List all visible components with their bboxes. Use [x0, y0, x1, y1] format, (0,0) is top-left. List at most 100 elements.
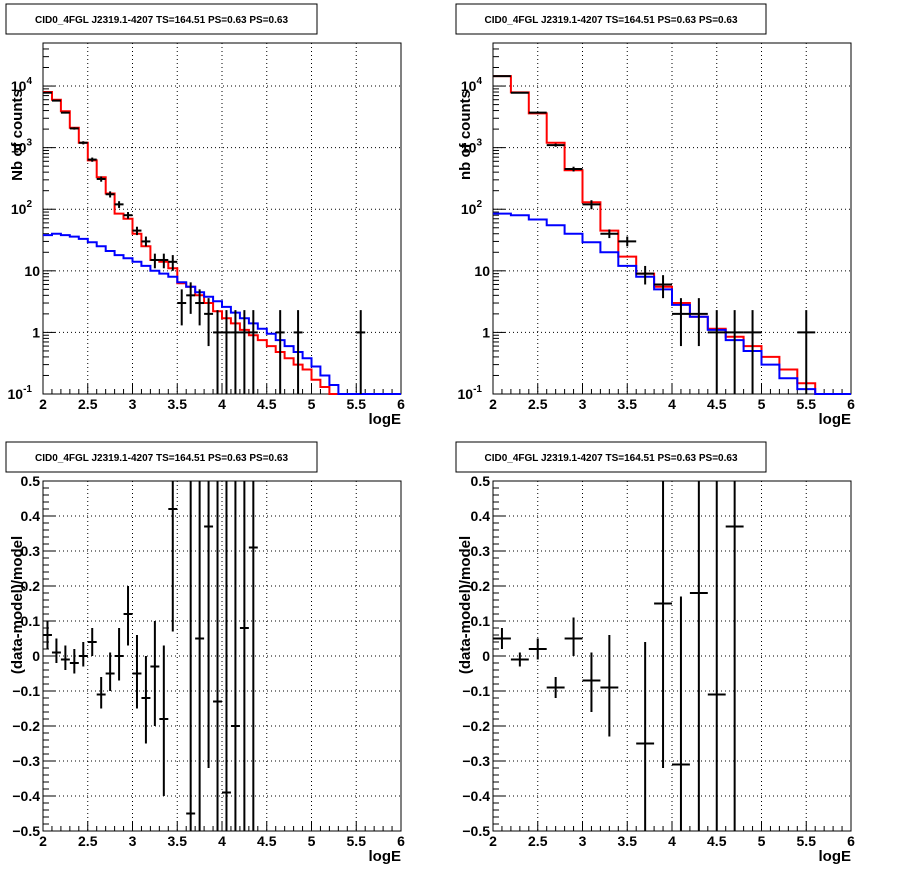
data-point — [356, 310, 366, 394]
y-tick-label: −0.5 — [12, 823, 40, 839]
data-point — [222, 481, 231, 831]
data-point — [159, 253, 169, 269]
series-blue-histogram — [43, 232, 401, 395]
data-point — [493, 75, 511, 78]
y-axis-label: (data-model)/model — [457, 536, 474, 674]
data-point — [636, 265, 655, 285]
y-tick-label: 10-1 — [8, 384, 33, 402]
y-tick-label: 0.4 — [21, 508, 41, 524]
x-tick-label: 3.5 — [168, 833, 188, 849]
x-tick-label: 4 — [668, 833, 676, 849]
data-point — [797, 310, 816, 394]
data-point — [60, 645, 70, 670]
y-tick-label: 0.5 — [21, 473, 41, 489]
x-tick-label: 5 — [308, 833, 316, 849]
grid-lines — [493, 481, 851, 831]
x-tick-label: 2 — [39, 396, 47, 412]
data-point — [51, 638, 61, 663]
data-point — [159, 645, 169, 796]
y-tick-label: 0.4 — [471, 508, 491, 524]
x-tick-label: 4.5 — [257, 833, 277, 849]
y-tick-label: 104 — [461, 76, 483, 94]
y-tick-label: −0.4 — [12, 788, 40, 804]
data-point — [528, 638, 547, 660]
y-tick-base: 10 — [11, 78, 27, 94]
data-point — [168, 255, 178, 271]
data-point — [69, 127, 79, 130]
x-tick-label: 3 — [129, 833, 137, 849]
y-tick-exponent: 3 — [26, 138, 32, 149]
x-tick-label: 3 — [579, 833, 587, 849]
data-point — [43, 621, 52, 649]
x-axis-label: logE — [369, 848, 402, 865]
data-point — [582, 200, 601, 210]
x-axis-label: logE — [819, 848, 852, 865]
x-tick-label: 3 — [579, 396, 587, 412]
data-point — [654, 481, 672, 768]
chart-panel-3: CID0_4FGL J2319.1-4207 TS=164.51 PS=0.63… — [5, 441, 405, 865]
y-axis-label: Nb of counts — [9, 89, 26, 181]
data-points — [493, 75, 816, 394]
x-tick-label: 5.5 — [347, 396, 367, 412]
y-tick-label: 0.1 — [21, 613, 41, 629]
y-tick-label: −0.1 — [12, 683, 40, 699]
data-point — [114, 201, 124, 208]
data-point — [213, 481, 222, 831]
x-tick-label: 4 — [218, 396, 226, 412]
data-point — [248, 310, 258, 394]
y-tick-base: 10 — [11, 201, 27, 217]
y-tick-base: 10 — [11, 140, 27, 156]
x-tick-label: 3.5 — [168, 396, 188, 412]
x-tick-label: 4.5 — [707, 833, 727, 849]
x-tick-label: 2.5 — [528, 396, 548, 412]
x-tick-label: 2 — [489, 396, 497, 412]
data-point — [177, 289, 187, 326]
data-point — [141, 236, 151, 247]
data-point — [168, 481, 178, 632]
y-tick-label: −0.4 — [462, 788, 490, 804]
x-tick-label: 5 — [758, 833, 766, 849]
data-point — [546, 143, 565, 147]
data-point — [564, 166, 583, 172]
data-point — [43, 91, 52, 94]
data-point — [96, 176, 106, 182]
y-tick-label: 103 — [461, 138, 483, 156]
y-tick-exponent: -1 — [473, 384, 482, 395]
y-tick-label: 10 — [24, 263, 40, 279]
data-point — [600, 635, 619, 737]
chart-title-box — [5, 3, 318, 35]
data-point — [546, 677, 565, 698]
chart-panel-4: CID0_4FGL J2319.1-4207 TS=164.51 PS=0.63… — [455, 441, 855, 865]
y-tick-base: 10 — [458, 386, 474, 402]
data-point — [528, 111, 547, 114]
x-tick-label: 2.5 — [528, 833, 548, 849]
x-tick-label: 5.5 — [347, 833, 367, 849]
y-axis-label: nb of counts — [457, 90, 474, 180]
data-point — [230, 481, 240, 831]
data-point — [195, 481, 205, 831]
data-point — [204, 298, 214, 347]
y-tick-base: 10 — [461, 140, 477, 156]
data-point — [510, 652, 529, 667]
data-point — [600, 229, 619, 239]
y-tick-label: 0.2 — [21, 578, 41, 594]
y-tick-label: 102 — [11, 199, 33, 217]
chart-title: CID0_4FGL J2319.1-4207 TS=164.51 PS=0.63… — [35, 15, 288, 26]
y-tick-base: 10 — [8, 386, 24, 402]
y-tick-label: −0.2 — [12, 718, 40, 734]
data-point — [725, 310, 744, 394]
x-tick-label: 5 — [758, 396, 766, 412]
x-tick-label: 4 — [218, 833, 226, 849]
data-point — [248, 481, 258, 831]
data-point — [725, 481, 744, 831]
data-point — [636, 642, 655, 831]
y-tick-label: 0.2 — [471, 578, 491, 594]
chart-panel-2: CID0_4FGL J2319.1-4207 TS=164.51 PS=0.63… — [455, 3, 855, 428]
x-tick-label: 5.5 — [797, 833, 817, 849]
y-tick-label: 0 — [482, 648, 490, 664]
data-point — [195, 289, 205, 326]
x-tick-label: 4.5 — [257, 396, 277, 412]
x-tick-label: 2 — [39, 833, 47, 849]
data-point — [582, 652, 601, 712]
